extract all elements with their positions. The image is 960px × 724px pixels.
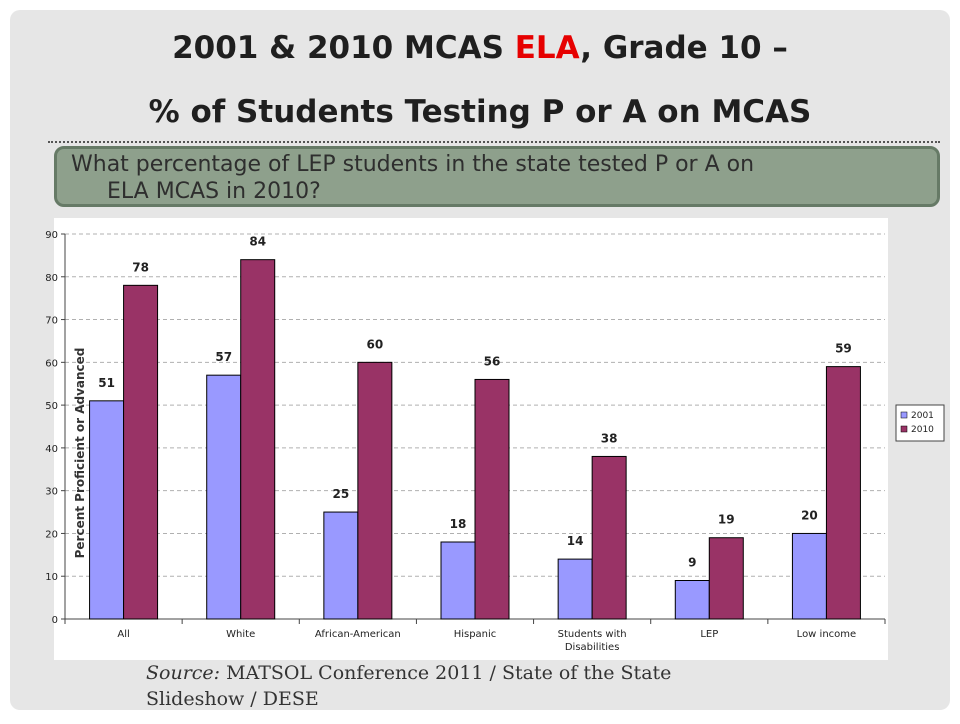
x-tick-label: LEP	[700, 629, 718, 640]
data-label: 38	[601, 431, 618, 445]
dotted-divider	[48, 141, 940, 143]
bar-2010	[591, 455, 627, 620]
x-tick-label: Disabilities	[565, 642, 620, 653]
data-label: 25	[333, 487, 350, 501]
data-label: 56	[484, 354, 501, 368]
bar-2010	[357, 361, 393, 620]
source-label: Source:	[146, 662, 221, 684]
data-label: 78	[132, 260, 149, 274]
bar-2010	[123, 284, 159, 620]
y-tick-label: 20	[45, 529, 58, 540]
data-label: 14	[567, 534, 584, 548]
data-label: 84	[249, 235, 266, 249]
y-tick-label: 0	[52, 615, 58, 626]
x-tick-label: Low income	[797, 629, 857, 640]
source-note: Source: MATSOL Conference 2011 / State o…	[146, 660, 746, 712]
legend-swatch-2010	[900, 425, 908, 433]
question-line1: What percentage of LEP students in the s…	[71, 152, 755, 177]
bar-2001	[791, 532, 827, 620]
source-line1: MATSOL Conference 2011 / State of the St…	[220, 662, 672, 684]
bar-2001	[206, 374, 242, 620]
legend-swatch-2001	[900, 411, 908, 419]
data-label: 18	[450, 517, 467, 531]
bar-2001	[557, 558, 593, 620]
y-tick-label: 90	[45, 230, 58, 241]
slide-title-line1: 2001 & 2010 MCAS ELA, Grade 10 –	[0, 30, 960, 66]
title-part1: 2001 & 2010 MCAS	[172, 30, 515, 66]
x-tick-label: Hispanic	[454, 629, 497, 640]
y-tick-label: 80	[45, 273, 58, 284]
question-line2: ELA MCAS in 2010?	[107, 179, 321, 204]
bar-2001	[674, 580, 710, 620]
bar-2001	[323, 511, 359, 620]
x-tick-label: African-American	[315, 629, 401, 640]
title-highlight: ELA	[514, 30, 581, 66]
y-tick-label: 50	[45, 401, 58, 412]
data-label: 19	[718, 513, 735, 527]
y-tick-label: 30	[45, 487, 58, 498]
y-tick-label: 60	[45, 358, 58, 369]
source-line2: Slideshow / DESE	[146, 688, 319, 710]
bar-2010	[240, 259, 276, 620]
bar-2001	[89, 400, 125, 620]
data-label: 51	[98, 376, 115, 390]
data-label: 57	[215, 350, 232, 364]
data-label: 59	[835, 342, 852, 356]
bar-2010	[474, 378, 510, 620]
legend-label-2010: 2010	[911, 425, 934, 435]
y-tick-label: 10	[45, 572, 58, 583]
legend-label-2001: 2001	[911, 411, 934, 421]
x-tick-label: All	[117, 629, 129, 640]
x-tick-label: White	[226, 629, 255, 640]
y-axis-label: Percent Proficient or Advanced	[73, 348, 87, 559]
title-part2: , Grade 10 –	[580, 30, 788, 66]
legend-box	[895, 404, 945, 442]
bar-2010	[825, 366, 861, 620]
bar-2010	[708, 537, 744, 620]
slide-title-line2: % of Students Testing P or A on MCAS	[148, 94, 812, 130]
data-label: 9	[688, 556, 696, 570]
data-label: 60	[367, 337, 384, 351]
question-box: What percentage of LEP students in the s…	[54, 146, 940, 207]
y-tick-label: 70	[45, 316, 58, 327]
data-label: 20	[801, 508, 818, 522]
x-tick-label: Students with	[558, 629, 627, 640]
y-tick-label: 40	[45, 444, 58, 455]
bar-2001	[440, 541, 476, 620]
